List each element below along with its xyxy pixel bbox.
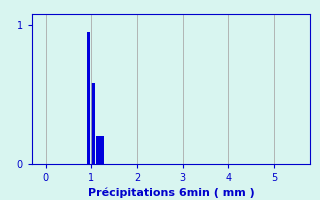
Bar (100, 136, 104, 164)
Bar (91, 83, 95, 164)
Bar (87, 32, 91, 164)
X-axis label: Précipitations 6min ( mm ): Précipitations 6min ( mm ) (88, 187, 255, 198)
Bar (96, 136, 100, 164)
